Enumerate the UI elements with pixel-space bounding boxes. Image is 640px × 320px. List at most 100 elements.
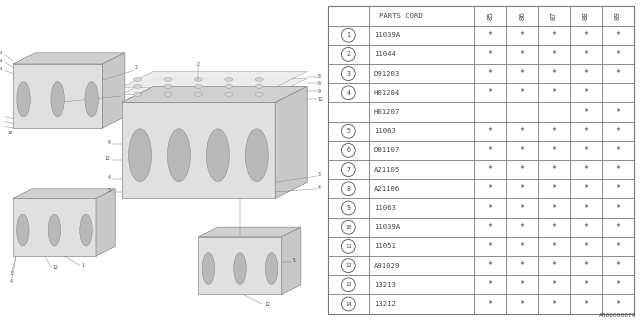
Text: *: *: [520, 88, 525, 97]
Text: 6: 6: [346, 148, 350, 153]
Text: 3: 3: [10, 271, 13, 276]
Text: *: *: [520, 146, 525, 155]
Text: 13213: 13213: [374, 282, 396, 288]
Ellipse shape: [164, 92, 172, 96]
Text: *: *: [583, 50, 588, 59]
Text: *: *: [520, 242, 525, 251]
Ellipse shape: [255, 77, 263, 81]
Text: *: *: [615, 146, 620, 155]
Polygon shape: [122, 86, 307, 102]
Text: *: *: [583, 261, 588, 270]
Ellipse shape: [255, 92, 263, 96]
Text: *: *: [552, 223, 556, 232]
Text: D01107: D01107: [374, 148, 400, 153]
Text: *: *: [615, 108, 620, 116]
Polygon shape: [102, 53, 125, 128]
Text: *: *: [520, 50, 525, 59]
Text: 12: 12: [105, 156, 111, 161]
Ellipse shape: [202, 253, 214, 284]
Text: *: *: [552, 300, 556, 308]
Text: *: *: [520, 31, 525, 40]
Text: *: *: [615, 165, 620, 174]
Text: A21105: A21105: [374, 167, 400, 172]
Ellipse shape: [225, 92, 233, 96]
Polygon shape: [198, 227, 301, 237]
Text: 3: 3: [346, 71, 350, 76]
Ellipse shape: [80, 214, 92, 246]
Text: 86: 86: [519, 12, 525, 20]
Text: *: *: [488, 50, 493, 59]
Text: *: *: [520, 261, 525, 270]
Text: 4: 4: [10, 279, 13, 284]
Text: 4: 4: [108, 175, 111, 180]
Text: *: *: [615, 204, 620, 212]
Text: *: *: [615, 223, 620, 232]
Text: 12: 12: [345, 263, 351, 268]
Text: *: *: [488, 300, 493, 308]
Text: 11063: 11063: [374, 128, 396, 134]
Text: 14: 14: [0, 60, 3, 63]
Text: *: *: [583, 108, 588, 116]
Text: *: *: [520, 165, 525, 174]
Text: *: *: [615, 69, 620, 78]
Text: *: *: [520, 184, 525, 193]
Ellipse shape: [266, 253, 278, 284]
Text: *: *: [488, 204, 493, 212]
Polygon shape: [122, 71, 307, 87]
Text: 8: 8: [317, 74, 320, 79]
Polygon shape: [122, 102, 275, 198]
Ellipse shape: [234, 253, 246, 284]
Text: 9: 9: [346, 205, 350, 211]
Polygon shape: [13, 198, 96, 256]
Text: *: *: [583, 300, 588, 308]
Text: 8: 8: [346, 186, 350, 192]
Text: 2: 2: [134, 65, 137, 70]
Text: 5: 5: [346, 128, 350, 134]
Ellipse shape: [164, 84, 172, 88]
Text: *: *: [552, 184, 556, 193]
Text: *: *: [520, 223, 525, 232]
Ellipse shape: [195, 84, 202, 88]
Text: 3: 3: [108, 188, 111, 193]
Text: 9: 9: [317, 89, 320, 94]
Text: *: *: [488, 127, 493, 136]
Text: 3: 3: [317, 172, 320, 177]
Text: 10: 10: [7, 132, 12, 135]
Text: A006000079: A006000079: [599, 313, 637, 318]
Ellipse shape: [17, 214, 29, 246]
Text: *: *: [488, 280, 493, 289]
Text: 13: 13: [0, 52, 3, 55]
Text: 1: 1: [346, 32, 350, 38]
Polygon shape: [122, 86, 307, 102]
Text: 5: 5: [293, 259, 296, 263]
Text: *: *: [615, 280, 620, 289]
Text: *: *: [583, 204, 588, 212]
Text: *: *: [488, 242, 493, 251]
Text: 11051: 11051: [374, 244, 396, 249]
Ellipse shape: [134, 84, 141, 88]
Text: *: *: [520, 69, 525, 78]
Text: *: *: [488, 88, 493, 97]
Text: *: *: [615, 184, 620, 193]
Text: *: *: [488, 223, 493, 232]
Text: 2: 2: [197, 61, 200, 67]
Text: *: *: [552, 88, 556, 97]
Text: 12: 12: [53, 265, 58, 270]
Ellipse shape: [85, 82, 99, 117]
Text: 1: 1: [82, 263, 84, 268]
Text: *: *: [488, 165, 493, 174]
Text: 6: 6: [317, 81, 320, 86]
Text: *: *: [583, 165, 588, 174]
Text: *: *: [583, 223, 588, 232]
Text: 11: 11: [345, 244, 351, 249]
Text: *: *: [552, 204, 556, 212]
Text: 4: 4: [317, 185, 320, 190]
Ellipse shape: [225, 84, 233, 88]
Text: 12: 12: [317, 97, 323, 102]
Polygon shape: [96, 189, 115, 256]
Ellipse shape: [195, 92, 202, 96]
Text: *: *: [615, 127, 620, 136]
Ellipse shape: [51, 82, 65, 117]
Text: *: *: [615, 50, 620, 59]
Text: *: *: [520, 300, 525, 308]
